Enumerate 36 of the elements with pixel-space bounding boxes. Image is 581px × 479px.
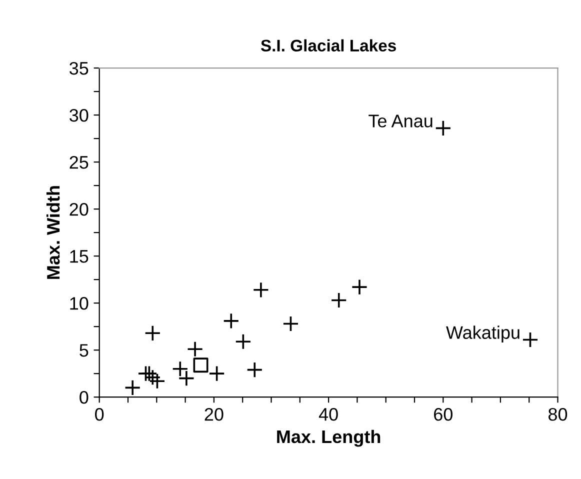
annotation: Te Anau xyxy=(368,114,432,128)
point xyxy=(434,120,452,136)
point xyxy=(124,380,141,396)
y-axis-title: Max. Width xyxy=(46,186,60,279)
point xyxy=(172,360,188,378)
chart-title: S.I. Glacial Lakes xyxy=(260,39,396,52)
y-tick-label: 0 xyxy=(80,391,88,404)
annotation: Wakatipu xyxy=(446,326,520,343)
y-tick-label: 25 xyxy=(70,156,88,169)
point xyxy=(141,365,158,382)
point xyxy=(208,365,226,382)
point xyxy=(149,372,166,390)
point xyxy=(246,362,263,378)
point xyxy=(144,324,161,342)
point xyxy=(252,282,270,298)
point xyxy=(351,278,368,296)
x-tick-label: 80 xyxy=(548,408,568,421)
x-tick-label: 40 xyxy=(318,408,338,421)
y-tick-label: 35 xyxy=(70,62,88,75)
point xyxy=(178,370,195,386)
y-tick-label: 10 xyxy=(70,297,88,310)
point xyxy=(193,358,208,373)
y-tick-label: 30 xyxy=(70,108,88,122)
point xyxy=(522,332,538,348)
x-axis-title: Max. Length xyxy=(277,430,380,447)
point xyxy=(330,292,348,308)
point xyxy=(282,316,299,332)
y-tick-label: 5 xyxy=(80,344,88,357)
x-tick-label: 0 xyxy=(95,408,104,421)
y-tick-label: 15 xyxy=(70,250,88,263)
y-tick-label: 20 xyxy=(70,202,88,216)
x-tick-label: 60 xyxy=(434,408,452,421)
point xyxy=(186,340,204,358)
point xyxy=(222,312,240,330)
point xyxy=(234,333,252,350)
x-tick-label: 20 xyxy=(204,408,224,421)
